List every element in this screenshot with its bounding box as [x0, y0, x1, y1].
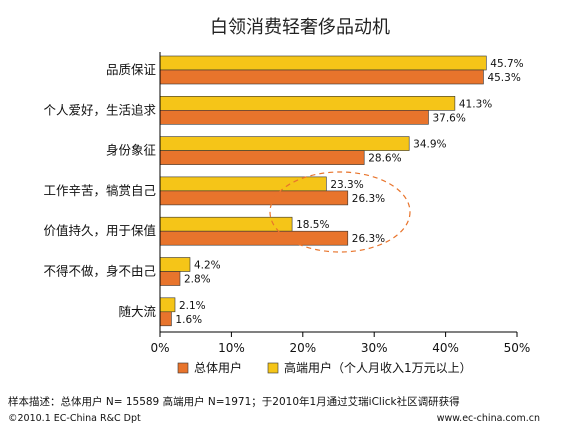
bar-high-end: [159, 55, 487, 71]
x-tick-label: 50%: [504, 341, 531, 355]
category-label: 随大流: [118, 304, 156, 319]
category-label: 不得不做，身不由己: [43, 264, 156, 279]
bar-overall: [159, 110, 429, 125]
bar-overall: [159, 190, 349, 206]
x-tick-label: 30%: [361, 341, 388, 355]
bar-value-label: 23.3%: [330, 179, 363, 191]
x-tick-label: 20%: [289, 341, 316, 355]
bar-value-label: 34.9%: [413, 139, 446, 151]
bar-overall: [159, 271, 181, 286]
footnote: 样本描述：总体用户 N= 15589 高端用户 N=1971；于2010年1月通…: [8, 395, 460, 408]
bar-overall: [159, 69, 484, 85]
legend-swatch-high-end: [267, 362, 279, 374]
legend-label-overall: 总体用户: [194, 360, 242, 375]
category-label: 个人爱好，生活追求: [43, 102, 156, 117]
bar-value-label: 26.3%: [352, 233, 385, 245]
x-tick-label: 0%: [150, 341, 169, 355]
bar-overall: [159, 311, 172, 327]
bar-value-label: 45.7%: [490, 58, 523, 70]
bar-overall: [159, 230, 349, 246]
bar-value-label: 4.2%: [194, 260, 221, 272]
x-tick-label: 10%: [218, 341, 245, 355]
category-label: 品质保证: [106, 62, 157, 77]
chart-title: 白领消费轻奢侈品动机: [210, 17, 390, 38]
legend-label-high-end: 高端用户（个人月收入1万元以上）: [284, 360, 472, 375]
copyright: ©2010.1 EC-China R&C Dpt: [8, 413, 141, 424]
bar-high-end: [159, 216, 293, 232]
bar-value-label: 26.3%: [352, 193, 385, 205]
bar-value-label: 37.6%: [432, 112, 465, 124]
bar-overall: [159, 150, 365, 165]
bar-value-label: 45.3%: [487, 72, 520, 84]
bar-value-label: 2.8%: [184, 274, 211, 286]
bar-value-label: 2.1%: [179, 300, 206, 312]
category-label: 工作辛苦，犒赏自己: [43, 183, 156, 198]
legend-swatch-overall: [177, 362, 189, 374]
bar-high-end: [159, 136, 410, 151]
category-label: 身份象征: [106, 143, 157, 158]
website: www.ec-china.com.cn: [437, 413, 540, 424]
highlight-ellipse: [269, 171, 411, 253]
bar-value-label: 1.6%: [175, 314, 202, 326]
bar-high-end: [159, 96, 456, 111]
bar-value-label: 18.5%: [296, 219, 329, 231]
bar-value-label: 41.3%: [459, 98, 492, 110]
category-label: 价值持久，用于保值: [43, 223, 156, 238]
bar-high-end: [159, 257, 191, 272]
bar-high-end: [159, 297, 176, 313]
bar-value-label: 28.6%: [368, 153, 401, 165]
bar-high-end: [159, 176, 327, 192]
x-tick-label: 40%: [432, 341, 459, 355]
